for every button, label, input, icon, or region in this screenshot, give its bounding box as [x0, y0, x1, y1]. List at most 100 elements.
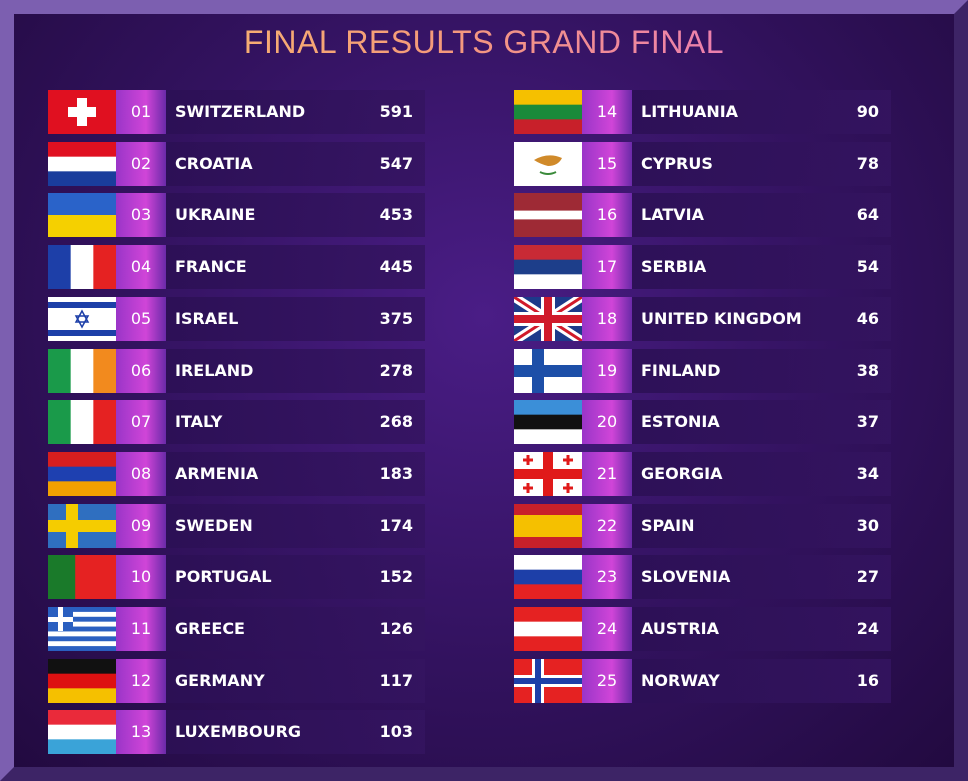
flag-part: [514, 219, 582, 238]
flag-part: [514, 607, 582, 623]
rank: 09: [116, 503, 166, 548]
points: 547: [379, 153, 413, 173]
result-row: 04 FRANCE 445: [48, 245, 425, 290]
flag: [48, 555, 116, 600]
result-row: 24 AUSTRIA 24: [514, 607, 891, 651]
result-row: 10 PORTUGAL 152: [48, 555, 425, 600]
points: 445: [379, 257, 413, 277]
flag-part: [48, 636, 116, 642]
flag-part: [514, 274, 582, 290]
flag-part: [48, 171, 116, 186]
flag-part: [48, 329, 116, 336]
country: FRANCE: [175, 257, 247, 277]
result-row: 01 SWITZERLAND 591: [48, 90, 425, 134]
flag-part: [514, 429, 582, 445]
points: 24: [856, 619, 879, 638]
country: AUSTRIA: [641, 619, 719, 638]
result-row: 05 ISRAEL 375: [48, 296, 425, 341]
points: 30: [856, 515, 879, 535]
flag-part: [48, 725, 116, 741]
flag-part: [48, 141, 116, 157]
flag-part: [48, 301, 116, 308]
flag-part: [563, 458, 573, 462]
result-row: 13 LUXEMBOURG 103: [48, 710, 425, 755]
flag: [48, 348, 116, 393]
flag-part: [514, 636, 582, 651]
rank: 21: [582, 451, 632, 496]
points: 278: [379, 360, 413, 380]
flag-part: [514, 314, 582, 323]
flag-part: [523, 458, 533, 462]
flag: [514, 555, 582, 600]
flag-part: [93, 245, 116, 290]
flag-part: [48, 641, 116, 647]
country: SERBIA: [641, 257, 707, 277]
points: 16: [856, 670, 879, 690]
flag-part: [514, 584, 582, 600]
points: 64: [856, 205, 879, 225]
rank: 20: [582, 400, 632, 445]
flag: [48, 193, 116, 238]
flag-part: [514, 90, 582, 106]
flag: [514, 451, 582, 496]
result-row: 11 GREECE 126: [48, 607, 425, 651]
points: 126: [379, 619, 413, 638]
flag-part: [48, 616, 116, 623]
rank: 01: [116, 90, 166, 134]
result-row: 09 SWEDEN 174: [48, 503, 425, 548]
flag-part: [48, 466, 116, 482]
flag-part: [514, 555, 582, 571]
result-row: 06 IRELAND 278: [48, 348, 425, 393]
flag: [514, 141, 582, 186]
points: 46: [856, 308, 879, 328]
flag-part: [48, 481, 116, 496]
flag-part: [48, 611, 116, 618]
country: NORWAY: [641, 670, 720, 690]
flag: [514, 193, 582, 238]
flag-part: [68, 107, 96, 117]
points: 34: [856, 463, 879, 483]
flag: [514, 400, 582, 445]
flag-part: [48, 688, 116, 703]
flag-part: [48, 519, 116, 532]
flag-part: [514, 210, 582, 221]
flag-part: [514, 104, 582, 120]
points: 183: [379, 463, 413, 483]
flag-part: [48, 626, 116, 632]
result-row: 02 CROATIA 547: [48, 141, 425, 186]
rank: 11: [116, 607, 166, 651]
flag: [48, 503, 116, 548]
flag-part: [48, 348, 72, 393]
flag: [48, 451, 116, 496]
flag: [48, 607, 116, 651]
flag: [48, 710, 116, 755]
country: UKRAINE: [175, 205, 256, 225]
country: CYPRUS: [641, 153, 713, 173]
rank: 16: [582, 193, 632, 238]
points: 37: [856, 412, 879, 432]
flag-part: [48, 156, 116, 172]
flag-part: [514, 414, 582, 431]
result-row: 22 SPAIN 30: [514, 503, 891, 548]
country: LITHUANIA: [641, 102, 739, 121]
country: SWITZERLAND: [175, 102, 306, 121]
rank: 24: [582, 607, 632, 651]
country: GEORGIA: [641, 463, 723, 483]
country: LATVIA: [641, 205, 704, 225]
rank: 08: [116, 451, 166, 496]
flag-part: [48, 710, 116, 726]
flag-part: [514, 536, 582, 548]
flag-part: [514, 400, 582, 416]
points: 103: [379, 722, 413, 742]
rank: 02: [116, 141, 166, 186]
result-row: 08 ARMENIA 183: [48, 451, 425, 496]
country: ITALY: [175, 412, 223, 432]
flag: [514, 348, 582, 393]
result-row: 16 LATVIA 64: [514, 193, 891, 238]
rank: 04: [116, 245, 166, 290]
flag-part: [514, 468, 582, 479]
flag: [514, 503, 582, 548]
result-row: 19 FINLAND 38: [514, 348, 891, 393]
rank: 07: [116, 400, 166, 445]
